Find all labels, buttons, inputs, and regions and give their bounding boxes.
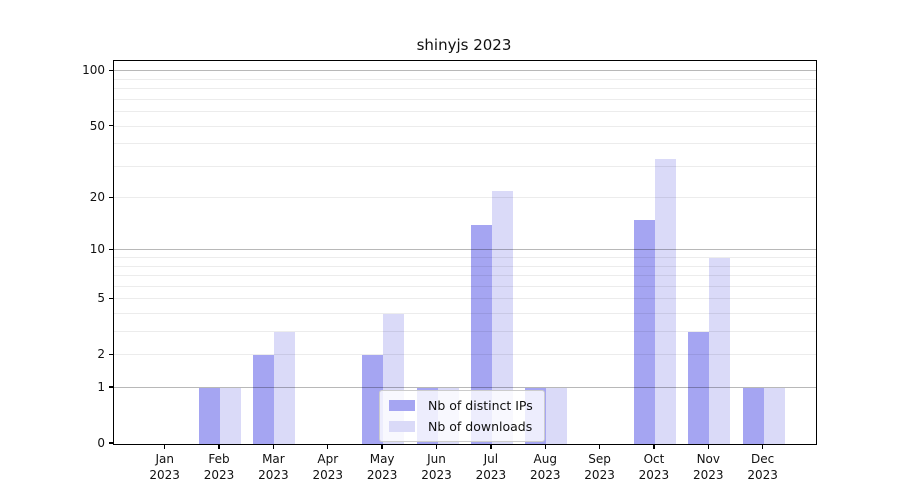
x-tick-mark-jul (490, 444, 492, 449)
gridline-50 (114, 125, 816, 127)
gridline-30 (114, 165, 816, 167)
bar-nov-distinct-ips (688, 332, 710, 444)
y-tick-label-1: 1 (97, 380, 105, 395)
y-tick-label-5: 5 (97, 291, 105, 306)
legend-item-downloads: Nb of downloads (389, 419, 533, 434)
y-tick-label-100: 100 (82, 63, 105, 78)
bars-layer (114, 61, 816, 444)
x-tick-mark-apr (327, 444, 329, 449)
x-tick-mark-may (381, 444, 383, 449)
y-tick-mark-2 (109, 353, 113, 355)
bar-oct-distinct-ips (633, 220, 655, 444)
x-tick-label-jun: Jun 2023 (421, 452, 452, 482)
gridline-3 (114, 331, 816, 333)
x-tick-mark-dec (761, 444, 764, 449)
bar-feb-distinct-ips (199, 388, 221, 444)
x-tick-mark-sep (598, 444, 601, 449)
bar-oct-downloads (654, 159, 676, 444)
x-tick-mark-nov (707, 444, 709, 449)
gridline-7 (114, 275, 816, 277)
x-tick-mark-aug (544, 444, 546, 449)
bar-mar-distinct-ips (253, 355, 275, 444)
y-tick-mark-20 (109, 196, 113, 198)
x-tick-label-sep: Sep 2023 (584, 452, 615, 482)
x-tick-mark-jan (164, 444, 166, 449)
gridline-90 (114, 78, 816, 80)
y-tick-mark-50 (109, 124, 113, 127)
plot-area: Nb of distinct IPs Nb of downloads (113, 60, 817, 445)
bar-nov-downloads (709, 258, 731, 444)
y-tick-mark-100 (109, 69, 113, 72)
y-tick-mark-10 (109, 248, 113, 251)
gridline-9 (114, 257, 816, 259)
x-tick-label-feb: Feb 2023 (203, 452, 235, 482)
gridline-40 (114, 143, 816, 145)
gridline-100 (114, 70, 816, 72)
gridline-10 (114, 249, 816, 251)
x-tick-label-jan: Jan 2023 (149, 452, 180, 482)
grid-layer (114, 61, 816, 444)
y-tick-label-0: 0 (97, 436, 105, 450)
bar-dec-distinct-ips (742, 388, 764, 444)
x-tick-label-aug: Aug 2023 (529, 452, 561, 482)
gridline-2 (114, 354, 816, 356)
gridline-8 (114, 265, 816, 267)
gridline-80 (114, 88, 816, 90)
x-tick-label-mar: Mar 2023 (258, 452, 289, 482)
bar-mar-downloads (274, 332, 296, 444)
y-tick-label-50: 50 (89, 118, 105, 133)
x-tick-mark-jun (435, 444, 438, 449)
legend-swatch-distinct-ips (389, 400, 415, 411)
legend-swatch-downloads (389, 421, 415, 432)
y-tick-mark-1 (109, 386, 113, 388)
gridline-70 (114, 98, 816, 100)
x-tick-label-oct: Oct 2023 (638, 452, 670, 482)
bar-feb-downloads (220, 388, 242, 444)
x-tick-mark-feb (218, 444, 220, 449)
bar-aug-downloads (546, 388, 568, 444)
gridline-5 (114, 298, 816, 300)
gridline-1 (114, 387, 816, 389)
y-tick-mark-5 (109, 297, 113, 300)
legend-item-distinct-ips: Nb of distinct IPs (389, 398, 533, 413)
x-tick-label-dec: Dec 2023 (747, 452, 778, 482)
x-tick-label-jul: Jul 2023 (475, 452, 507, 482)
legend: Nb of distinct IPs Nb of downloads (379, 390, 545, 442)
y-tick-label-20: 20 (89, 190, 105, 205)
gridline-4 (114, 313, 816, 315)
legend-label-distinct-ips: Nb of distinct IPs (428, 398, 533, 413)
x-tick-mark-mar (272, 444, 275, 449)
gridline-6 (114, 285, 816, 287)
y-tick-mark-0 (109, 442, 113, 444)
x-tick-label-may: May 2023 (366, 452, 398, 482)
gridline-20 (114, 197, 816, 199)
bar-dec-downloads (763, 388, 785, 444)
x-tick-label-apr: Apr 2023 (312, 452, 344, 482)
y-tick-label-2: 2 (97, 347, 105, 362)
x-tick-label-nov: Nov 2023 (693, 452, 724, 482)
y-tick-label-10: 10 (89, 242, 105, 257)
x-tick-mark-oct (653, 444, 655, 449)
legend-label-downloads: Nb of downloads (428, 419, 533, 434)
chart-title: shinyjs 2023 (416, 36, 512, 54)
gridline-60 (114, 111, 816, 113)
